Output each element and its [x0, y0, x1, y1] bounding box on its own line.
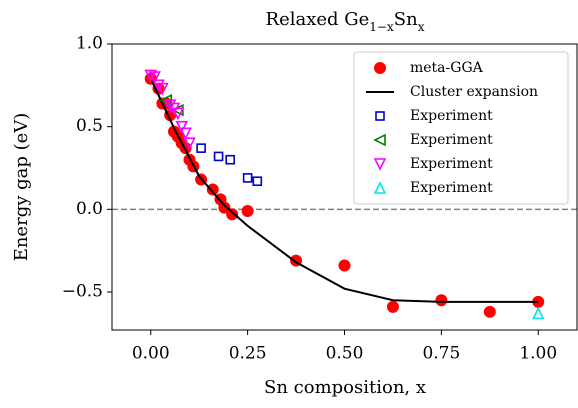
point	[213, 151, 224, 162]
point	[196, 143, 206, 153]
y-tick-label: 0.0	[76, 199, 103, 219]
x-tick-label: 0.75	[422, 344, 460, 364]
legend-marker	[374, 62, 386, 74]
point	[156, 82, 169, 96]
point	[144, 69, 158, 83]
plot-frame	[111, 43, 578, 331]
title-part: Sn	[394, 9, 418, 30]
x-tick-label: 0.25	[229, 344, 267, 364]
y-tick-label: 0.5	[76, 116, 103, 136]
point	[435, 294, 448, 307]
x-axis-label: Sn composition, x	[264, 377, 426, 398]
point	[163, 99, 177, 112]
legend-label: Experiment	[410, 180, 493, 196]
point	[242, 173, 253, 183]
legend-label: Cluster expansion	[410, 84, 538, 100]
legend-label: Experiment	[410, 132, 493, 148]
line	[149, 78, 539, 303]
point	[483, 305, 496, 318]
point	[171, 107, 185, 121]
point	[225, 154, 235, 165]
point	[206, 183, 219, 196]
x-tick-label: 0.00	[132, 344, 170, 364]
point	[183, 137, 196, 150]
legend-box	[353, 51, 569, 205]
point	[179, 127, 192, 141]
legend-marker	[373, 133, 386, 147]
legend: meta-GGA Cluster expansion Experiment Exper…	[353, 51, 569, 205]
legend-marker	[373, 158, 387, 171]
x-tick-label: 0.50	[326, 344, 364, 364]
point	[338, 259, 351, 272]
title-part: Relaxed Ge	[266, 9, 370, 30]
legend-label: Experiment	[410, 108, 493, 124]
legend-marker	[375, 111, 385, 121]
title-subscript: x	[418, 20, 425, 34]
chart-title: Relaxed Ge1−xSnx	[266, 9, 425, 34]
legend-label: Experiment	[410, 156, 493, 172]
point	[148, 71, 161, 84]
legend-label: meta-GGA	[410, 60, 484, 76]
point	[531, 306, 545, 320]
point	[386, 300, 399, 313]
title-subscript: 1−x	[369, 20, 394, 34]
y-tick-label: −0.5	[62, 281, 103, 301]
point	[241, 204, 254, 217]
legend-marker	[373, 181, 387, 194]
y-tick-label: 1.0	[76, 34, 103, 54]
x-tick-label: 1.00	[519, 344, 557, 364]
y-axis-label: Energy gap (eV)	[11, 113, 32, 262]
point	[252, 176, 263, 187]
point	[226, 208, 239, 221]
point	[152, 79, 165, 93]
point	[175, 120, 189, 134]
